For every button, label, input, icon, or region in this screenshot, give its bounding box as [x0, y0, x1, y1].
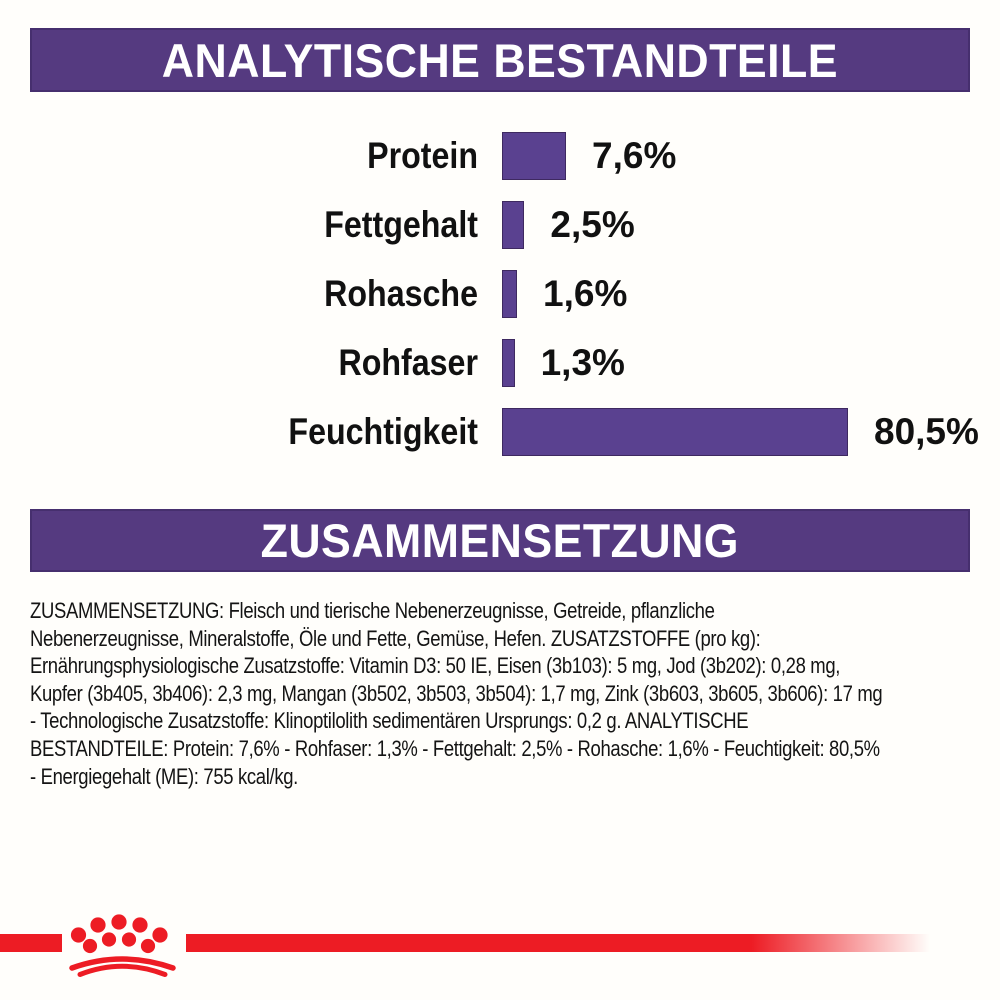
- bar-value: 1,6%: [543, 272, 628, 314]
- bar-label: Protein: [367, 134, 478, 176]
- analytical-constituents-chart: Protein 7,6% Fettgehalt 2,5% Rohasche 1,…: [0, 121, 1000, 466]
- composition-text: ZUSAMMENSETZUNG: Fleisch und tierische N…: [30, 597, 971, 790]
- bar-fettgehalt: [502, 200, 525, 249]
- composition-line: - Energiegehalt (ME): 755 kcal/kg.: [30, 763, 298, 789]
- composition-banner-title: ZUSAMMENSETZUNG: [260, 514, 740, 567]
- composition-line: BESTANDTEILE: Protein: 7,6% - Rohfaser: …: [30, 735, 880, 761]
- bar-label: Fettgehalt: [324, 203, 478, 245]
- composition-line: Nebenerzeugnisse, Mineralstoffe, Öle und…: [30, 625, 761, 651]
- chart-row-feuchtigkeit: Feuchtigkeit 80,5%: [0, 397, 1000, 466]
- bar-label: Feuchtigkeit: [288, 410, 478, 452]
- bar-rohfaser: [502, 338, 515, 387]
- chart-row-rohasche: Rohasche 1,6%: [0, 259, 1000, 328]
- crown-paw-icon: [69, 914, 176, 977]
- chart-row-protein: Protein 7,6%: [0, 121, 1000, 190]
- bar-feuchtigkeit: [502, 407, 848, 456]
- composition-line: Kupfer (3b405, 3b406): 2,3 mg, Mangan (3…: [30, 680, 883, 706]
- composition-banner: ZUSAMMENSETZUNG: [30, 509, 970, 572]
- bar-protein: [502, 131, 567, 180]
- analytics-banner: ANALYTISCHE BESTANDTEILE: [30, 28, 970, 92]
- brand-stripe-left: [0, 934, 62, 952]
- composition-line: - Technologische Zusatzstoffe: Klinoptil…: [30, 708, 749, 734]
- bar-label: Rohasche: [324, 272, 478, 314]
- bar-label: Rohfaser: [338, 341, 478, 383]
- analytics-banner-title: ANALYTISCHE BESTANDTEILE: [161, 33, 839, 87]
- chart-row-rohfaser: Rohfaser 1,3%: [0, 328, 1000, 397]
- bar-value: 1,3%: [540, 341, 625, 383]
- composition-line: ZUSAMMENSETZUNG: Fleisch und tierische N…: [30, 598, 715, 623]
- brand-stripe-right: [186, 934, 930, 952]
- bar-rohasche: [502, 269, 518, 318]
- bar-value: 2,5%: [550, 203, 635, 245]
- chart-row-fettgehalt: Fettgehalt 2,5%: [0, 190, 1000, 259]
- composition-line: Ernährungsphysiologische Zusatzstoffe: V…: [30, 653, 841, 679]
- bar-value: 80,5%: [874, 410, 979, 452]
- bar-value: 7,6%: [592, 134, 677, 176]
